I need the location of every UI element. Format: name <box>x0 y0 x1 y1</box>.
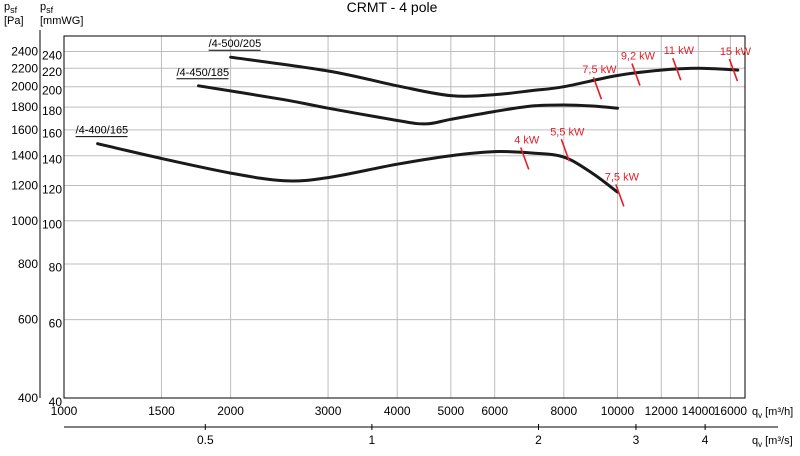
y-tick-label-pa: 1400 <box>11 149 38 163</box>
power-mark <box>672 57 682 81</box>
chart-title: CRMT - 4 pole <box>347 0 438 15</box>
y-tick-label-mmwg: 100 <box>42 218 62 232</box>
power-mark <box>631 63 641 86</box>
x-tick-label-m3h: 3000 <box>315 404 342 418</box>
y-tick-label-mmwg: 80 <box>49 261 63 275</box>
power-label: 7,5 kW <box>605 171 640 183</box>
y-axis-mmwg-symbol-sub: sf <box>46 5 54 15</box>
power-label: 11 kW <box>664 45 695 57</box>
y-tick-label-pa: 2200 <box>11 61 38 75</box>
power-mark <box>560 138 571 162</box>
x-tick-label-m3s: 2 <box>535 433 542 447</box>
y-tick-label-pa: 1000 <box>11 214 38 228</box>
y-tick-label-mmwg: 160 <box>42 127 62 141</box>
y-tick-label-mmwg: 220 <box>42 65 62 79</box>
power-marks: 4 kW 5,5 kW 7,5 kW 7,5 kW 9,2 kW 11 kW 15 kW <box>514 45 752 207</box>
x-tick-label-m3s: 4 <box>702 433 709 447</box>
y-tick-label-pa: 1600 <box>11 123 38 137</box>
y-tick-label-pa: 2400 <box>11 44 38 58</box>
power-mark <box>592 76 603 100</box>
series-lines: /4-500/205/4-450/185/4-400/165 <box>75 38 740 194</box>
axes: 1000 1500 2000 3000 4000 5000 6000 8000 10000 120… <box>11 30 778 447</box>
x-axis-m3h-sub: v <box>758 411 762 420</box>
x-axis-m3s-unit: [m³/s] <box>765 435 793 447</box>
series-line <box>229 55 740 98</box>
plot-frame <box>63 35 746 399</box>
y-tick-label-mmwg: 60 <box>49 316 63 330</box>
x-tick-label-m3h: 4000 <box>384 404 411 418</box>
x-tick-label-m3s: 0.5 <box>197 433 214 447</box>
x-tick-label-m3h: 14000 <box>682 404 716 418</box>
power-label: 7,5 kW <box>582 64 617 76</box>
y-tick-label-mmwg: 180 <box>42 104 62 118</box>
x-axis-m3s-label: qv [m³/s] <box>752 435 793 449</box>
x-tick-label-m3h: 12000 <box>645 404 679 418</box>
series-label: /4-400/165 <box>76 125 129 137</box>
series-line <box>197 84 619 126</box>
power-mark <box>728 58 739 82</box>
y-axis-mmwg-symbol: psf <box>40 1 54 15</box>
x-tick-label-m3h: 16000 <box>714 404 748 418</box>
power-mark <box>615 184 625 207</box>
y-axis-pa-unit: [Pa] <box>4 15 24 27</box>
y-tick-label-mmwg: 40 <box>49 395 63 409</box>
power-label: 15 kW <box>720 46 752 58</box>
y-axis-pa-symbol-sub: sf <box>10 5 18 15</box>
power-label: 9,2 kW <box>621 51 656 63</box>
y-tick-label-mmwg: 140 <box>42 152 62 166</box>
y-tick-label-mmwg: 120 <box>42 182 62 196</box>
grid <box>63 36 745 399</box>
y-tick-label-pa: 2000 <box>11 80 38 94</box>
x-tick-label-m3h: 6000 <box>481 404 508 418</box>
x-axis-m3h-unit: [m³/h] <box>765 406 793 418</box>
y-axis-mmwg-unit: [mmWG] <box>40 15 83 27</box>
y-tick-label-pa: 1800 <box>11 100 38 114</box>
y-axis-mmwg-symbol-text: p <box>40 1 46 13</box>
x-tick-label-m3h: 5000 <box>437 404 464 418</box>
x-tick-label-m3s: 1 <box>369 433 376 447</box>
y-tick-label-mmwg: 200 <box>42 84 62 98</box>
series-label: /4-450/185 <box>177 67 230 79</box>
x-tick-label-m3h: 1500 <box>148 404 175 418</box>
power-label: 4 kW <box>514 135 540 147</box>
x-axis-m3h-label: qv [m³/h] <box>752 406 793 420</box>
y-tick-label-mmwg: 240 <box>42 48 62 62</box>
y-axis-pa-symbol: psf <box>4 1 18 15</box>
y-tick-label-pa: 600 <box>18 313 38 327</box>
y-tick-label-pa: 400 <box>18 391 38 405</box>
series-label: /4-500/205 <box>209 38 262 50</box>
x-axis-m3s-symbol: q <box>752 435 758 447</box>
y-tick-label-pa: 1200 <box>11 179 38 193</box>
x-tick-label-m3h: 8000 <box>550 404 577 418</box>
x-tick-label-m3h: 10000 <box>601 404 635 418</box>
x-tick-label-m3s: 3 <box>633 433 640 447</box>
y-tick-label-pa: 800 <box>18 257 38 271</box>
power-mark <box>520 147 530 170</box>
x-tick-label-m3h: 1000 <box>51 404 78 418</box>
x-tick-label-m3h: 2000 <box>217 404 244 418</box>
y-axis-pa-symbol-text: p <box>4 1 10 13</box>
series-line <box>96 142 619 194</box>
x-axis-m3s-sub: v <box>758 440 762 449</box>
x-axis-m3h-symbol: q <box>752 406 758 418</box>
power-label: 5,5 kW <box>550 126 585 138</box>
